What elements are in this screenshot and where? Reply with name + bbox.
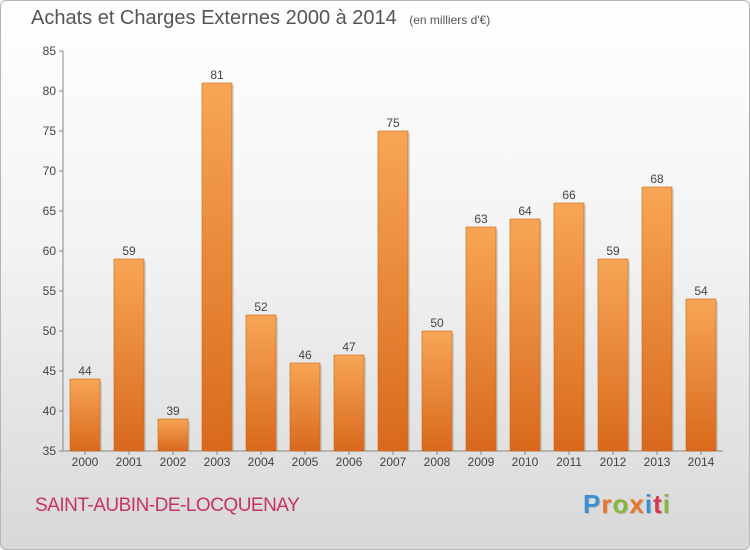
bar-2014	[685, 298, 717, 452]
data-label-2008: 50	[430, 316, 444, 330]
bar-2009	[465, 226, 497, 452]
x-tick-label-2000: 2000	[72, 455, 99, 469]
proxiti-logo: Proxiti	[583, 489, 671, 520]
y-tick-label: 70	[43, 164, 57, 178]
data-label-2011: 66	[562, 188, 576, 202]
chart-unit: (en milliers d'€)	[409, 13, 491, 27]
logo-letter: x	[629, 489, 645, 519]
y-tick-label: 55	[43, 284, 57, 298]
bar-2013	[641, 186, 673, 452]
data-label-2013: 68	[650, 172, 664, 186]
bar-2011	[553, 202, 585, 452]
x-tick-label-2008: 2008	[424, 455, 451, 469]
logo-letter: P	[583, 489, 602, 519]
data-label-2010: 64	[518, 204, 532, 218]
data-label-2004: 52	[254, 300, 268, 314]
commune-name: SAINT-AUBIN-DE-LOCQUENAY	[35, 495, 300, 516]
logo-letter: t	[653, 489, 663, 519]
bar-2006	[333, 354, 365, 452]
chart-title: Achats et Charges Externes 2000 à 2014	[31, 7, 397, 29]
x-tick-label-2010: 2010	[512, 455, 539, 469]
x-tick-label-2004: 2004	[248, 455, 275, 469]
y-tick-label: 60	[43, 244, 57, 258]
bar-2001	[113, 258, 145, 452]
x-tick-label-2012: 2012	[600, 455, 627, 469]
data-label-2012: 59	[606, 244, 620, 258]
bar-2004	[245, 314, 277, 452]
data-label-2000: 44	[78, 364, 92, 378]
x-tick-label-2013: 2013	[644, 455, 671, 469]
logo-letter: i	[644, 489, 654, 519]
bar-2003	[201, 82, 233, 452]
bar-2002	[157, 418, 189, 452]
data-label-2005: 46	[298, 348, 312, 362]
x-tick-label-2005: 2005	[292, 455, 319, 469]
bar-2008	[421, 330, 453, 452]
bar-2007	[377, 130, 409, 452]
data-label-2001: 59	[122, 244, 136, 258]
data-label-2014: 54	[694, 284, 708, 298]
bar-2005	[289, 362, 321, 452]
data-label-2002: 39	[166, 404, 180, 418]
data-label-2006: 47	[342, 340, 356, 354]
x-tick-label-2009: 2009	[468, 455, 495, 469]
x-tick-label-2001: 2001	[116, 455, 143, 469]
y-tick-label: 80	[43, 84, 57, 98]
logo-letter: i	[662, 489, 671, 519]
y-tick-label: 35	[43, 444, 57, 458]
x-tick-label-2011: 2011	[556, 455, 582, 469]
bar-2012	[597, 258, 629, 452]
logo-letter: o	[612, 489, 630, 519]
y-tick-label: 85	[43, 44, 57, 58]
y-tick-label: 75	[43, 124, 57, 138]
bar-2000	[69, 378, 101, 452]
x-tick-label-2006: 2006	[336, 455, 363, 469]
y-tick-label: 40	[43, 404, 57, 418]
x-tick-label-2003: 2003	[204, 455, 231, 469]
y-tick-label: 50	[43, 324, 57, 338]
x-tick-label-2007: 2007	[380, 455, 407, 469]
y-tick-label: 65	[43, 204, 57, 218]
x-tick-label-2014: 2014	[688, 455, 715, 469]
bar-2010	[509, 218, 541, 452]
data-label-2007: 75	[386, 116, 400, 130]
chart-title-block: Achats et Charges Externes 2000 à 2014 (…	[31, 7, 490, 30]
x-tick-label-2002: 2002	[160, 455, 187, 469]
y-tick-label: 45	[43, 364, 57, 378]
logo-letter: r	[601, 489, 613, 519]
data-label-2009: 63	[474, 212, 488, 226]
data-label-2003: 81	[210, 68, 224, 82]
